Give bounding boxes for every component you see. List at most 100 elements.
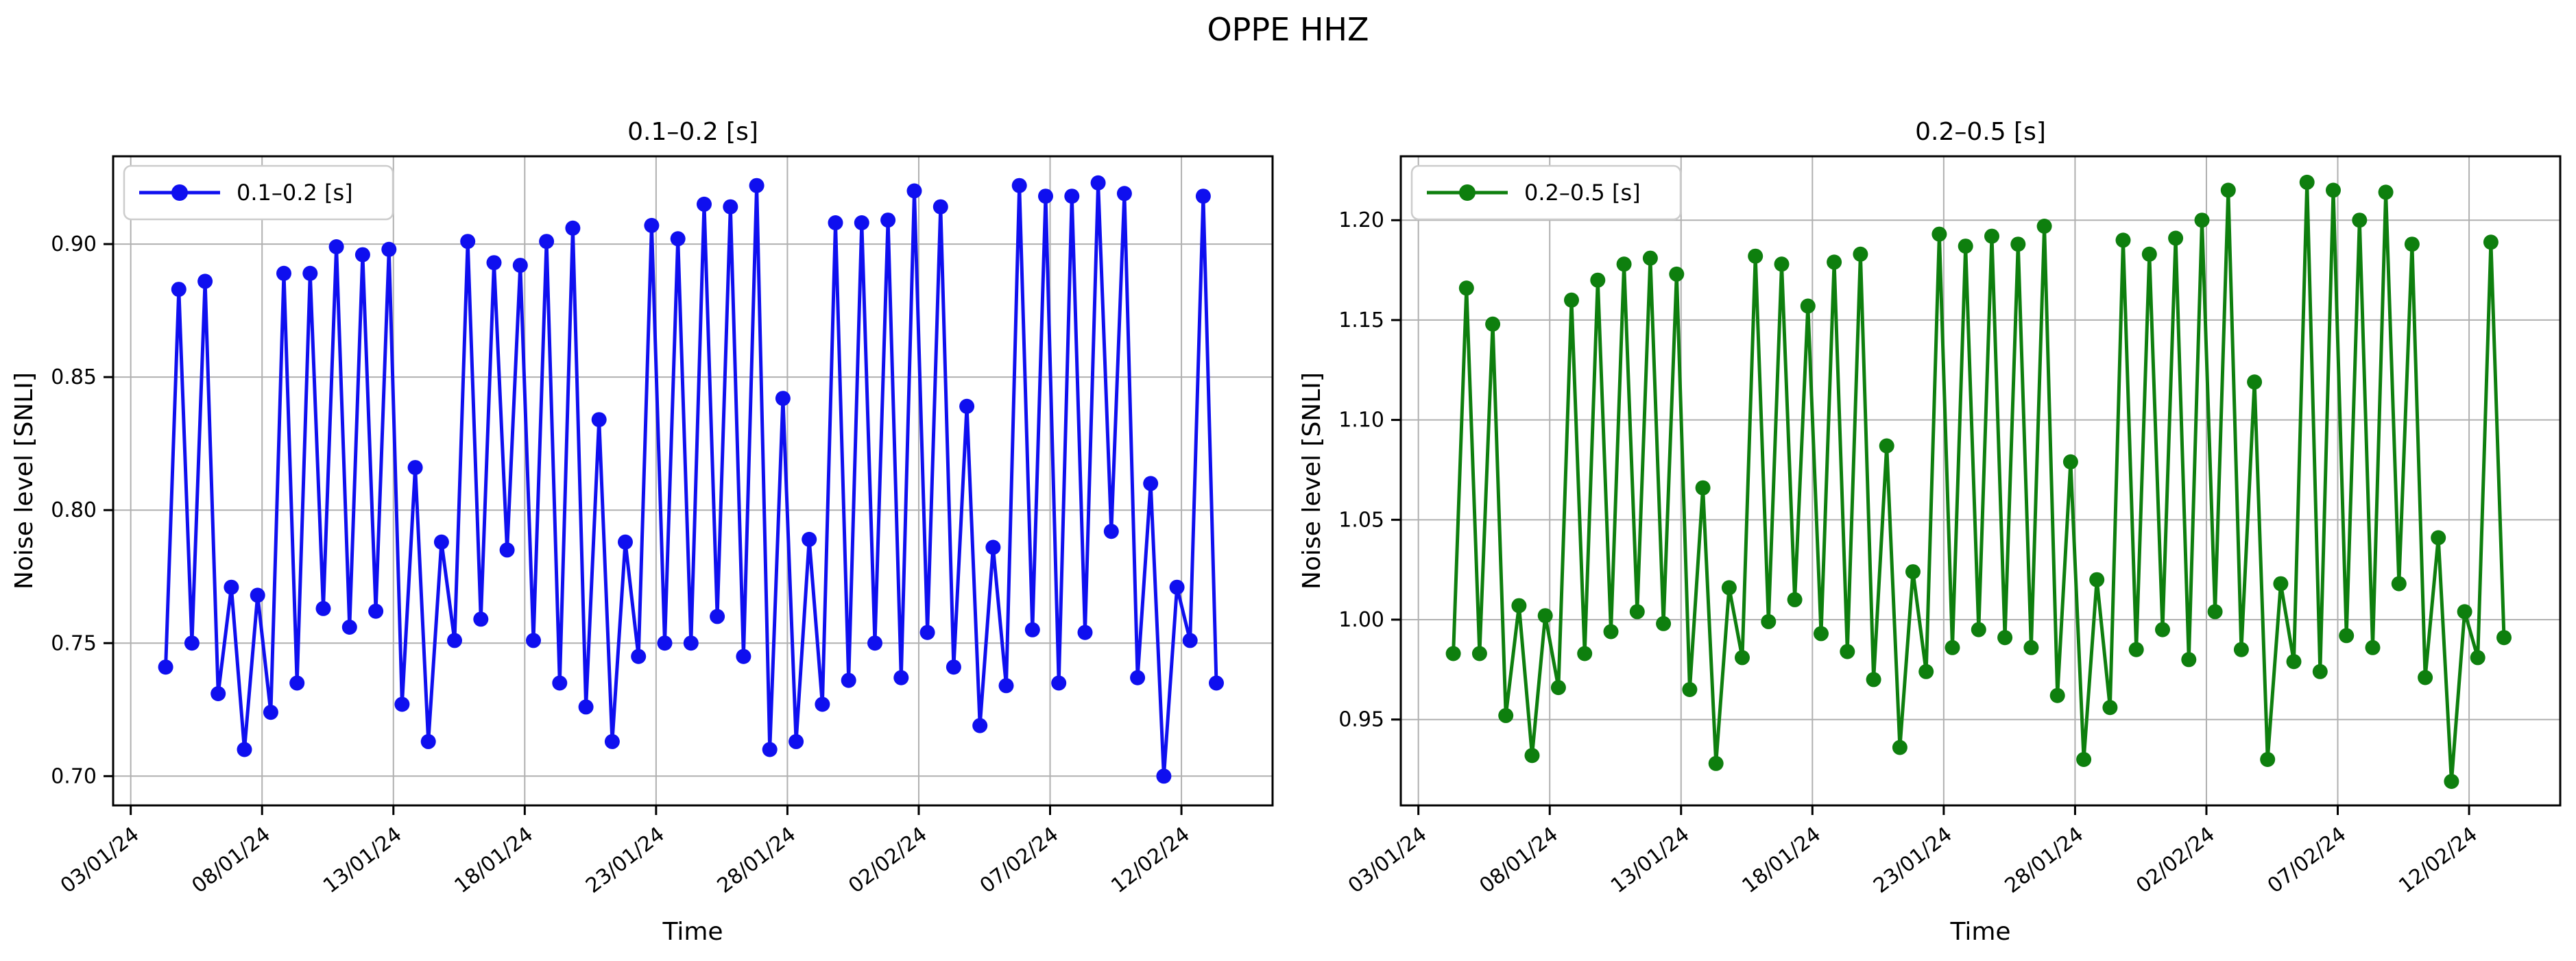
data-point-marker xyxy=(1498,707,1514,723)
data-point-marker xyxy=(919,624,935,640)
x-tick-label: 03/01/24 xyxy=(1344,823,1432,899)
data-point-marker xyxy=(578,699,594,715)
data-point-marker xyxy=(328,239,344,254)
data-point-marker xyxy=(1997,630,2013,646)
data-point-marker xyxy=(1958,239,1973,254)
data-point-marker xyxy=(723,199,738,215)
data-point-marker xyxy=(2233,642,2249,657)
data-point-marker xyxy=(1814,626,1829,642)
x-axis-label: Time xyxy=(1949,918,2010,946)
data-point-marker xyxy=(972,718,988,733)
data-point-marker xyxy=(1827,254,1842,270)
data-point-marker xyxy=(2260,752,2276,767)
data-point-marker xyxy=(985,539,1001,555)
subplot-title: 0.1–0.2 [s] xyxy=(627,118,758,146)
data-point-marker xyxy=(906,183,922,199)
y-axis-label: Noise level [SNLI] xyxy=(10,372,38,589)
data-point-marker xyxy=(1590,272,1606,288)
y-tick-label: 1.20 xyxy=(1338,208,1384,232)
data-point-marker xyxy=(1853,246,1868,262)
data-point-marker xyxy=(460,234,476,250)
data-point-marker xyxy=(237,742,252,757)
x-tick-label: 12/02/24 xyxy=(1107,823,1194,899)
x-tick-label: 28/01/24 xyxy=(713,823,801,899)
data-point-marker xyxy=(2220,182,2236,198)
data-point-marker xyxy=(841,672,856,688)
data-point-marker xyxy=(670,231,686,247)
data-point-marker xyxy=(2299,174,2315,190)
data-point-marker xyxy=(407,460,423,476)
data-point-marker xyxy=(2010,236,2026,252)
data-point-marker xyxy=(998,678,1014,694)
data-point-marker xyxy=(263,705,278,720)
x-tick-label: 23/01/24 xyxy=(1869,823,1957,899)
data-point-marker xyxy=(775,391,791,406)
data-point-marker xyxy=(1485,316,1501,332)
data-point-marker xyxy=(289,675,305,691)
x-tick-label: 07/02/24 xyxy=(976,823,1063,899)
data-point-marker xyxy=(486,255,502,271)
y-tick-label: 1.10 xyxy=(1338,409,1384,433)
data-point-marker xyxy=(854,215,869,230)
data-point-marker xyxy=(1866,672,1881,688)
legend-label: 0.1–0.2 [s] xyxy=(237,180,353,206)
data-point-marker xyxy=(591,412,607,428)
subplot-title: 0.2–0.5 [s] xyxy=(1915,118,2046,146)
data-point-marker xyxy=(618,534,633,550)
x-tick-label: 02/02/24 xyxy=(2132,823,2219,899)
data-point-marker xyxy=(657,635,673,651)
y-tick-label: 0.95 xyxy=(1338,708,1384,732)
data-point-marker xyxy=(1195,188,1211,204)
data-point-marker xyxy=(1774,256,1790,272)
data-point-marker xyxy=(2391,576,2407,592)
data-point-marker xyxy=(1103,524,1119,539)
data-point-marker xyxy=(1892,740,1907,755)
data-point-marker xyxy=(2049,688,2065,703)
data-point-marker xyxy=(1182,633,1198,648)
data-point-marker xyxy=(2470,650,2485,666)
data-point-marker xyxy=(2076,752,2092,767)
data-point-marker xyxy=(2273,576,2289,592)
data-point-marker xyxy=(552,675,568,691)
data-point-marker xyxy=(710,609,725,624)
data-point-marker xyxy=(815,696,830,712)
data-point-marker xyxy=(210,686,226,701)
data-point-marker xyxy=(1537,608,1553,624)
series-line xyxy=(1452,180,2506,783)
data-point-marker xyxy=(2062,454,2078,470)
data-point-marker xyxy=(2207,604,2223,620)
data-point-marker xyxy=(315,600,331,616)
data-point-marker xyxy=(2431,530,2446,546)
data-point-marker xyxy=(250,587,265,603)
data-point-marker xyxy=(1721,580,1737,596)
legend-sample-marker xyxy=(171,184,188,201)
data-point-marker xyxy=(2102,700,2118,716)
data-point-marker xyxy=(2339,628,2355,644)
data-point-marker xyxy=(1642,250,1658,266)
data-point-marker xyxy=(2115,232,2131,248)
data-point-marker xyxy=(1656,616,1672,631)
data-point-marker xyxy=(420,733,436,749)
data-point-marker xyxy=(341,620,357,635)
data-point-marker xyxy=(1550,680,1566,696)
data-point-marker xyxy=(499,542,515,558)
data-point-marker xyxy=(604,733,620,749)
y-tick-label: 1.15 xyxy=(1338,308,1384,332)
data-point-marker xyxy=(1064,188,1080,204)
data-point-marker xyxy=(539,234,555,250)
data-point-marker xyxy=(2247,374,2263,390)
data-point-marker xyxy=(1787,592,1803,607)
data-point-marker xyxy=(1445,646,1461,661)
data-point-marker xyxy=(1458,280,1474,296)
data-point-marker xyxy=(1879,438,1894,454)
data-point-marker xyxy=(2181,652,2197,668)
data-point-marker xyxy=(697,196,712,212)
data-point-marker xyxy=(2128,642,2144,657)
data-point-marker xyxy=(2444,774,2459,789)
y-tick-label: 1.00 xyxy=(1338,608,1384,632)
data-point-marker xyxy=(1130,670,1146,685)
y-tick-label: 0.80 xyxy=(51,498,97,522)
data-point-marker xyxy=(1761,613,1777,629)
data-point-marker xyxy=(171,282,186,297)
